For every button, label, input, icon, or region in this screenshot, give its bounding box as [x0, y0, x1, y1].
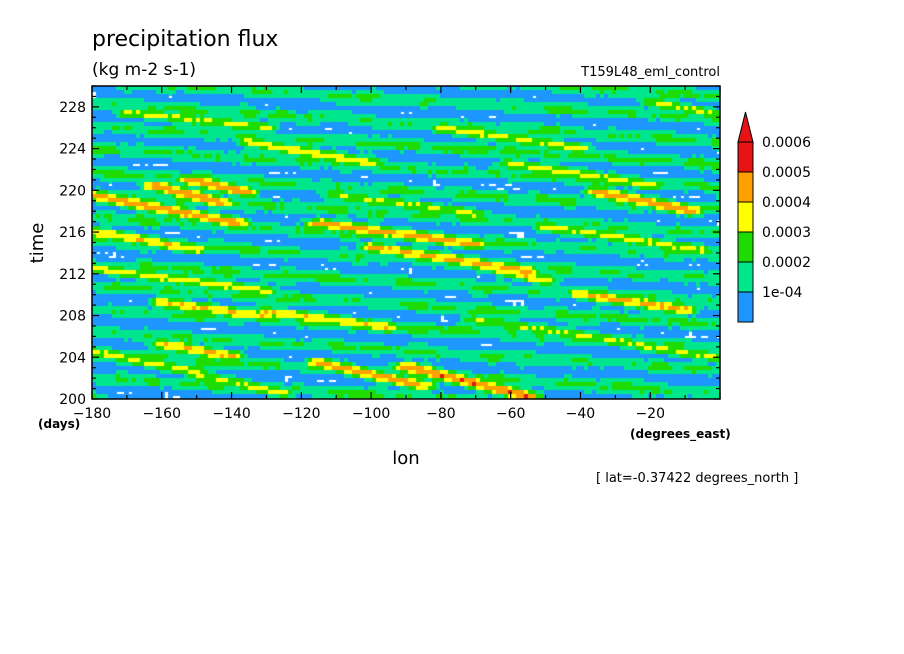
colorbar-swatch: [737, 141, 754, 173]
colorbar-level-label: 0.0002: [762, 255, 811, 271]
colorbar-legend: 1e-04 0.0002 0.0003 0.0004 0.0005 0.0006: [737, 111, 811, 323]
colorbar-extend-arrow: [737, 111, 754, 143]
y-tick-label: 212: [59, 267, 86, 283]
y-axis-ticks: 200 204 208 212 216 220 224 228: [59, 85, 720, 408]
colorbar-swatch: [737, 201, 754, 233]
y-tick-label: 216: [59, 225, 86, 241]
x-tick-label: −140: [212, 406, 250, 422]
x-tick-label: −180: [73, 406, 111, 422]
y-tick-label: 220: [59, 183, 86, 199]
colorbar-level-label: 1e-04: [762, 285, 802, 301]
y-tick-label: 208: [59, 309, 86, 325]
y-tick-label: 224: [59, 142, 86, 158]
x-tick-label: −60: [496, 406, 526, 422]
colorbar-swatch: [737, 291, 754, 323]
colorbar-level-label: 0.0004: [762, 195, 811, 211]
colorbar-level-label: 0.0003: [762, 225, 811, 241]
experiment-label: T159L48_eml_control: [580, 65, 720, 80]
colorbar-swatch: [737, 171, 754, 203]
x-axis-ticks: −180 −160 −140 −120 −100 −80 −60 −40 −20: [73, 86, 721, 422]
x-units-label: (degrees_east): [630, 427, 731, 442]
chart-title: precipitation flux: [92, 27, 278, 52]
y-axis-label: time: [27, 223, 48, 264]
colorbar-swatch: [737, 261, 754, 293]
x-tick-label: −40: [566, 406, 596, 422]
colorbar-level-label: 0.0005: [762, 165, 811, 181]
latitude-footnote: [ lat=-0.37422 degrees_north ]: [596, 471, 798, 486]
x-tick-label: −20: [635, 406, 665, 422]
precipitation-field-image: [92, 86, 720, 399]
y-units-label: (days): [38, 417, 80, 431]
y-tick-label: 200: [59, 392, 86, 408]
chart-units: (kg m-2 s-1): [92, 60, 196, 80]
x-tick-label: −80: [426, 406, 456, 422]
x-tick-label: −160: [143, 406, 181, 422]
y-tick-label: 228: [59, 100, 86, 116]
x-tick-label: −100: [352, 406, 390, 422]
colorbar-level-label: 0.0006: [762, 135, 811, 151]
colorbar-swatch: [737, 231, 754, 263]
x-axis-label: lon: [392, 448, 419, 469]
x-tick-label: −120: [282, 406, 320, 422]
heatmap-field: [92, 86, 720, 399]
y-tick-label: 204: [59, 350, 86, 366]
